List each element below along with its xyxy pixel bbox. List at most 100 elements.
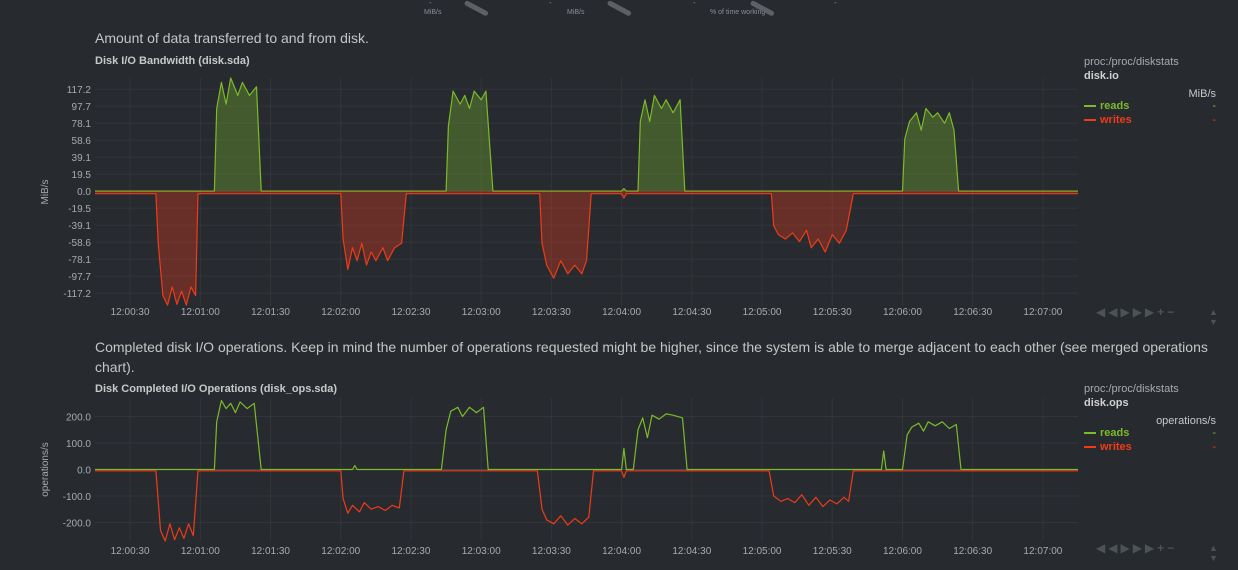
x-tick-label: 12:00:30	[111, 546, 150, 557]
forward-icon[interactable]: ▶▶	[1132, 305, 1158, 319]
legend-label-writes: writes	[1100, 114, 1132, 126]
resize-handle-icon[interactable]: ▲ ▼	[1209, 307, 1218, 327]
y-tick-label: -39.1	[68, 221, 91, 232]
legend-line-reads	[1084, 432, 1096, 435]
rewind-icon[interactable]: ◀◀	[1096, 305, 1121, 319]
section-description: Completed disk I/O operations. Keep in m…	[95, 339, 1208, 375]
gauge-1-unit: MiB/s	[424, 9, 442, 16]
y-axis-label: operations/s	[40, 442, 51, 496]
legend-context-id: disk.ops	[1084, 397, 1129, 409]
series-line-reads	[95, 400, 1078, 471]
x-tick-label: 12:03:30	[532, 546, 571, 557]
y-tick-label: 97.7	[72, 102, 92, 113]
x-tick-label: 12:06:00	[883, 546, 922, 557]
legend-series-writes[interactable]: writes -	[1084, 114, 1216, 128]
legend-value-writes: -	[1212, 114, 1216, 126]
gauge-3-unit: % of time working	[710, 9, 766, 16]
x-tick-label: 12:04:00	[602, 546, 641, 557]
y-tick-label: 100.0	[66, 439, 91, 450]
x-tick-label: 12:02:30	[391, 307, 430, 318]
play-icon[interactable]: ▶	[1120, 541, 1133, 555]
gauge-strip: - MiB/s - MiB/s - % of time working -	[0, 0, 1238, 20]
rewind-icon[interactable]: ◀◀	[1096, 541, 1121, 555]
y-tick-label: 0.0	[77, 187, 91, 198]
forward-icon[interactable]: ▶▶	[1132, 541, 1158, 555]
section-description: Amount of data transferred to and from d…	[95, 30, 369, 46]
legend-series-reads[interactable]: reads -	[1084, 427, 1216, 441]
y-tick-label: 78.1	[72, 119, 92, 130]
zoom-out-icon[interactable]: −	[1167, 305, 1178, 319]
x-tick-label: 12:06:30	[953, 546, 992, 557]
y-tick-label: -58.6	[68, 238, 91, 249]
x-tick-label: 12:02:00	[321, 546, 360, 557]
legend-line-reads	[1084, 105, 1096, 108]
x-tick-label: 12:07:00	[1023, 307, 1062, 318]
legend-series-reads[interactable]: reads -	[1084, 100, 1216, 114]
series-line-writes	[95, 470, 1078, 542]
chart-toolbar: ◀◀▶▶▶+−	[1096, 541, 1177, 555]
gauge-1-needle	[463, 0, 489, 17]
series-area-writes	[95, 191, 1078, 306]
legend-label-reads: reads	[1100, 427, 1130, 439]
legend-context: proc:/proc/diskstats	[1084, 56, 1179, 68]
x-tick-label: 12:02:30	[391, 546, 430, 557]
disk-io-chart[interactable]: 117.2 97.7 78.1 58.6 39.1 19.5 0.0 -19.5 -39.1 -5…	[0, 60, 1238, 330]
x-tick-label: 12:05:30	[813, 546, 852, 557]
y-tick-label: -97.7	[68, 272, 91, 283]
y-tick-label: 117.2	[67, 85, 92, 96]
legend-value-reads: -	[1212, 100, 1216, 112]
x-tick-label: 12:01:00	[181, 307, 220, 318]
series-line-writes	[95, 193, 1078, 306]
gauge-2-unit: MiB/s	[567, 9, 585, 16]
legend-line-writes	[1084, 119, 1096, 122]
y-tick-label: -78.1	[68, 255, 91, 266]
legend-line-writes	[1084, 446, 1096, 449]
legend-label-reads: reads	[1100, 100, 1130, 112]
y-tick-label: 0.0	[77, 466, 91, 477]
zoom-out-icon[interactable]: −	[1167, 541, 1178, 555]
y-tick-label: 58.6	[72, 136, 92, 147]
legend-value-reads: -	[1212, 427, 1216, 439]
y-axis-label: MiB/s	[40, 180, 51, 205]
x-tick-label: 12:01:30	[251, 307, 290, 318]
legend-value-writes: -	[1212, 441, 1216, 453]
chart-title: Disk I/O Bandwidth (disk.sda)	[95, 55, 250, 67]
legend-label-writes: writes	[1100, 441, 1132, 453]
x-tick-label: 12:05:30	[813, 307, 852, 318]
disk-ops-chart[interactable]: 200.0 100.0 0.0 -100.0 -200.0 12:00:30 12:01:0…	[0, 390, 1238, 570]
gauge-4-value: -	[834, 0, 837, 7]
chart-title: Disk Completed I/O Operations (disk_ops.…	[95, 383, 338, 395]
x-tick-label: 12:01:00	[181, 546, 220, 557]
x-tick-label: 12:05:00	[743, 307, 782, 318]
legend-units: operations/s	[1156, 415, 1216, 427]
x-tick-label: 12:07:00	[1023, 546, 1062, 557]
y-tick-label: 39.1	[72, 153, 92, 164]
x-tick-label: 12:03:30	[532, 307, 571, 318]
legend-units: MiB/s	[1188, 88, 1217, 100]
x-tick-label: 12:06:00	[883, 307, 922, 318]
y-tick-label: -200.0	[63, 518, 92, 529]
legend-context: proc:/proc/diskstats	[1084, 383, 1179, 395]
chart-legend: proc:/proc/diskstats disk.ops operations…	[1084, 383, 1216, 455]
gauge-2-value: -	[549, 0, 552, 7]
legend-series-writes[interactable]: writes -	[1084, 441, 1216, 455]
series-line-reads	[95, 77, 1078, 192]
y-tick-label: -117.2	[63, 289, 91, 300]
x-tick-label: 12:02:00	[321, 307, 360, 318]
x-tick-label: 12:00:30	[111, 307, 150, 318]
x-tick-label: 12:04:00	[602, 307, 641, 318]
x-tick-label: 12:04:30	[672, 546, 711, 557]
chart-toolbar: ◀◀▶▶▶+−	[1096, 305, 1177, 319]
zoom-in-icon[interactable]: +	[1157, 305, 1168, 319]
y-tick-label: 200.0	[66, 413, 91, 424]
y-tick-label: -19.5	[68, 204, 91, 215]
x-tick-label: 12:05:00	[743, 546, 782, 557]
x-tick-label: 12:01:30	[251, 546, 290, 557]
play-icon[interactable]: ▶	[1120, 305, 1133, 319]
zoom-in-icon[interactable]: +	[1157, 541, 1168, 555]
resize-handle-icon[interactable]: ▲ ▼	[1209, 543, 1218, 563]
x-tick-label: 12:03:00	[462, 546, 501, 557]
x-tick-label: 12:03:00	[462, 307, 501, 318]
x-tick-label: 12:04:30	[672, 307, 711, 318]
x-tick-label: 12:06:30	[953, 307, 992, 318]
